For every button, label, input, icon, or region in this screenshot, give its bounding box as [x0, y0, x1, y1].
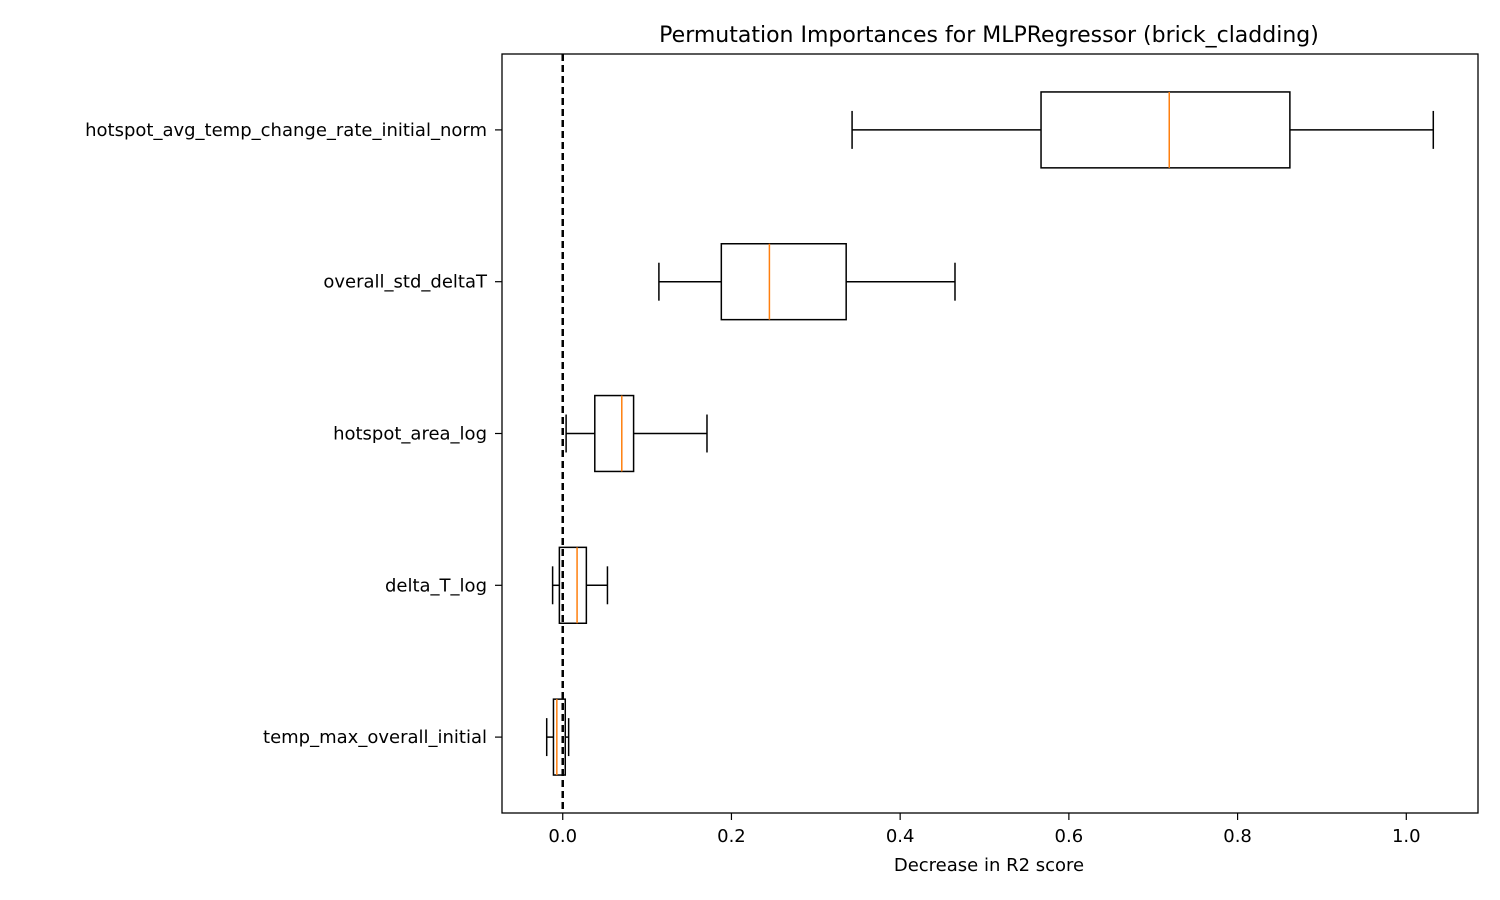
plot-area [545, 54, 1435, 813]
y-tick-label: overall_std_deltaT [323, 272, 488, 293]
y-tick-label: hotspot_area_log [333, 424, 487, 445]
box [558, 546, 588, 624]
box [552, 698, 567, 776]
box-group [658, 243, 956, 321]
x-tick-label: 0.0 [548, 826, 577, 847]
x-tick-label: 0.6 [1055, 826, 1084, 847]
y-tick-label: hotspot_avg_temp_change_rate_initial_nor… [85, 120, 487, 141]
x-axis-label: Decrease in R2 score [894, 855, 1084, 876]
x-tick-label: 0.8 [1223, 826, 1252, 847]
y-axis: hotspot_avg_temp_change_rate_initial_nor… [85, 120, 502, 748]
box-group [851, 91, 1435, 169]
box-group [551, 546, 609, 624]
box [594, 394, 635, 473]
box [1040, 91, 1291, 169]
chart-title: Permutation Importances for MLPRegressor… [659, 23, 1319, 48]
x-axis: 0.0 0.2 0.4 0.6 0.8 1.0 [548, 813, 1421, 847]
box [720, 243, 847, 321]
y-tick-label: delta_T_log [385, 575, 487, 596]
box-group [565, 394, 708, 473]
x-tick-label: 0.4 [886, 826, 915, 847]
box-group [545, 698, 570, 776]
x-tick-label: 1.0 [1392, 826, 1421, 847]
x-tick-label: 0.2 [717, 826, 746, 847]
y-tick-label: temp_max_overall_initial [263, 727, 487, 748]
